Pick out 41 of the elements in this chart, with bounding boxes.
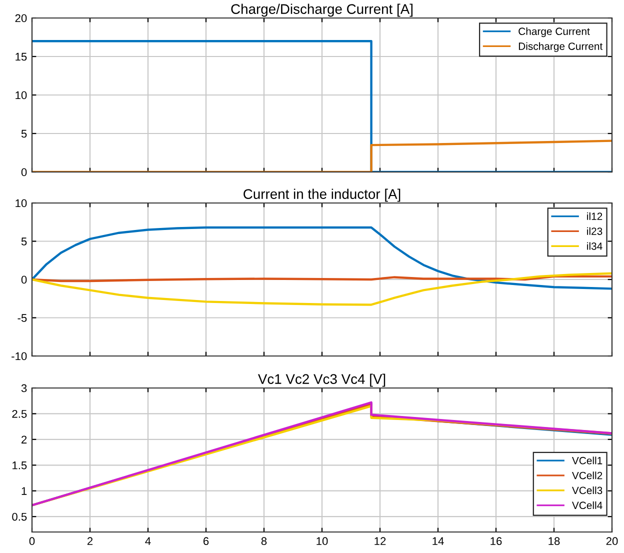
y-tick-label: 3 <box>21 384 27 392</box>
legend-label: VCell1 <box>572 456 602 464</box>
line-series <box>32 226 612 290</box>
y-tick-label: 5 <box>21 238 27 246</box>
legend-label: VCell2 <box>572 472 602 480</box>
y-tick-label: 1 <box>22 487 27 495</box>
x-tick-label: 4 <box>145 537 151 545</box>
line-series <box>32 272 612 306</box>
x-tick-label: 6 <box>203 537 209 546</box>
y-tick-label: 0 <box>21 168 27 176</box>
y-tick-label: -5 <box>18 314 27 322</box>
legend-label: il12 <box>587 212 602 220</box>
chart-title: Current in the inductor [A] <box>244 188 400 202</box>
x-tick-label: 20 <box>606 537 618 546</box>
chart-title: Charge/Discharge Current [A] <box>231 4 412 17</box>
x-tick-label: 10 <box>316 537 328 546</box>
y-tick-label: 20 <box>15 14 27 22</box>
y-tick-label: 1.5 <box>12 462 27 470</box>
x-tick-label: 0 <box>29 537 35 546</box>
legend-label: VCell4 <box>572 501 602 510</box>
legend-label: il34 <box>587 242 602 250</box>
legend-label: VCell3 <box>572 486 602 494</box>
x-tick-label: 12 <box>374 537 386 545</box>
y-tick-label: 0 <box>21 276 27 284</box>
y-tick-label: 0.5 <box>12 512 27 521</box>
legend-label: il23 <box>587 227 602 235</box>
y-tick-label: 5 <box>21 130 27 138</box>
y-tick-label: 10 <box>16 91 27 100</box>
x-tick-label: 14 <box>432 537 444 545</box>
x-tick-label: 18 <box>548 537 560 546</box>
y-tick-label: 2.5 <box>12 410 27 418</box>
y-tick-label: -10 <box>12 352 27 360</box>
chart-title: Vc1 Vc2 Vc3 Vc4 [V] <box>258 374 386 387</box>
x-tick-label: 8 <box>261 537 267 546</box>
y-tick-label: 2 <box>22 436 27 444</box>
y-tick-label: 15 <box>16 52 27 61</box>
x-tick-label: 2 <box>87 537 93 545</box>
y-tick-label: 10 <box>16 199 27 208</box>
x-tick-label: 16 <box>490 537 502 546</box>
legend-label: Charge Current <box>518 27 590 38</box>
legend-label: Discharge Current <box>518 42 603 52</box>
